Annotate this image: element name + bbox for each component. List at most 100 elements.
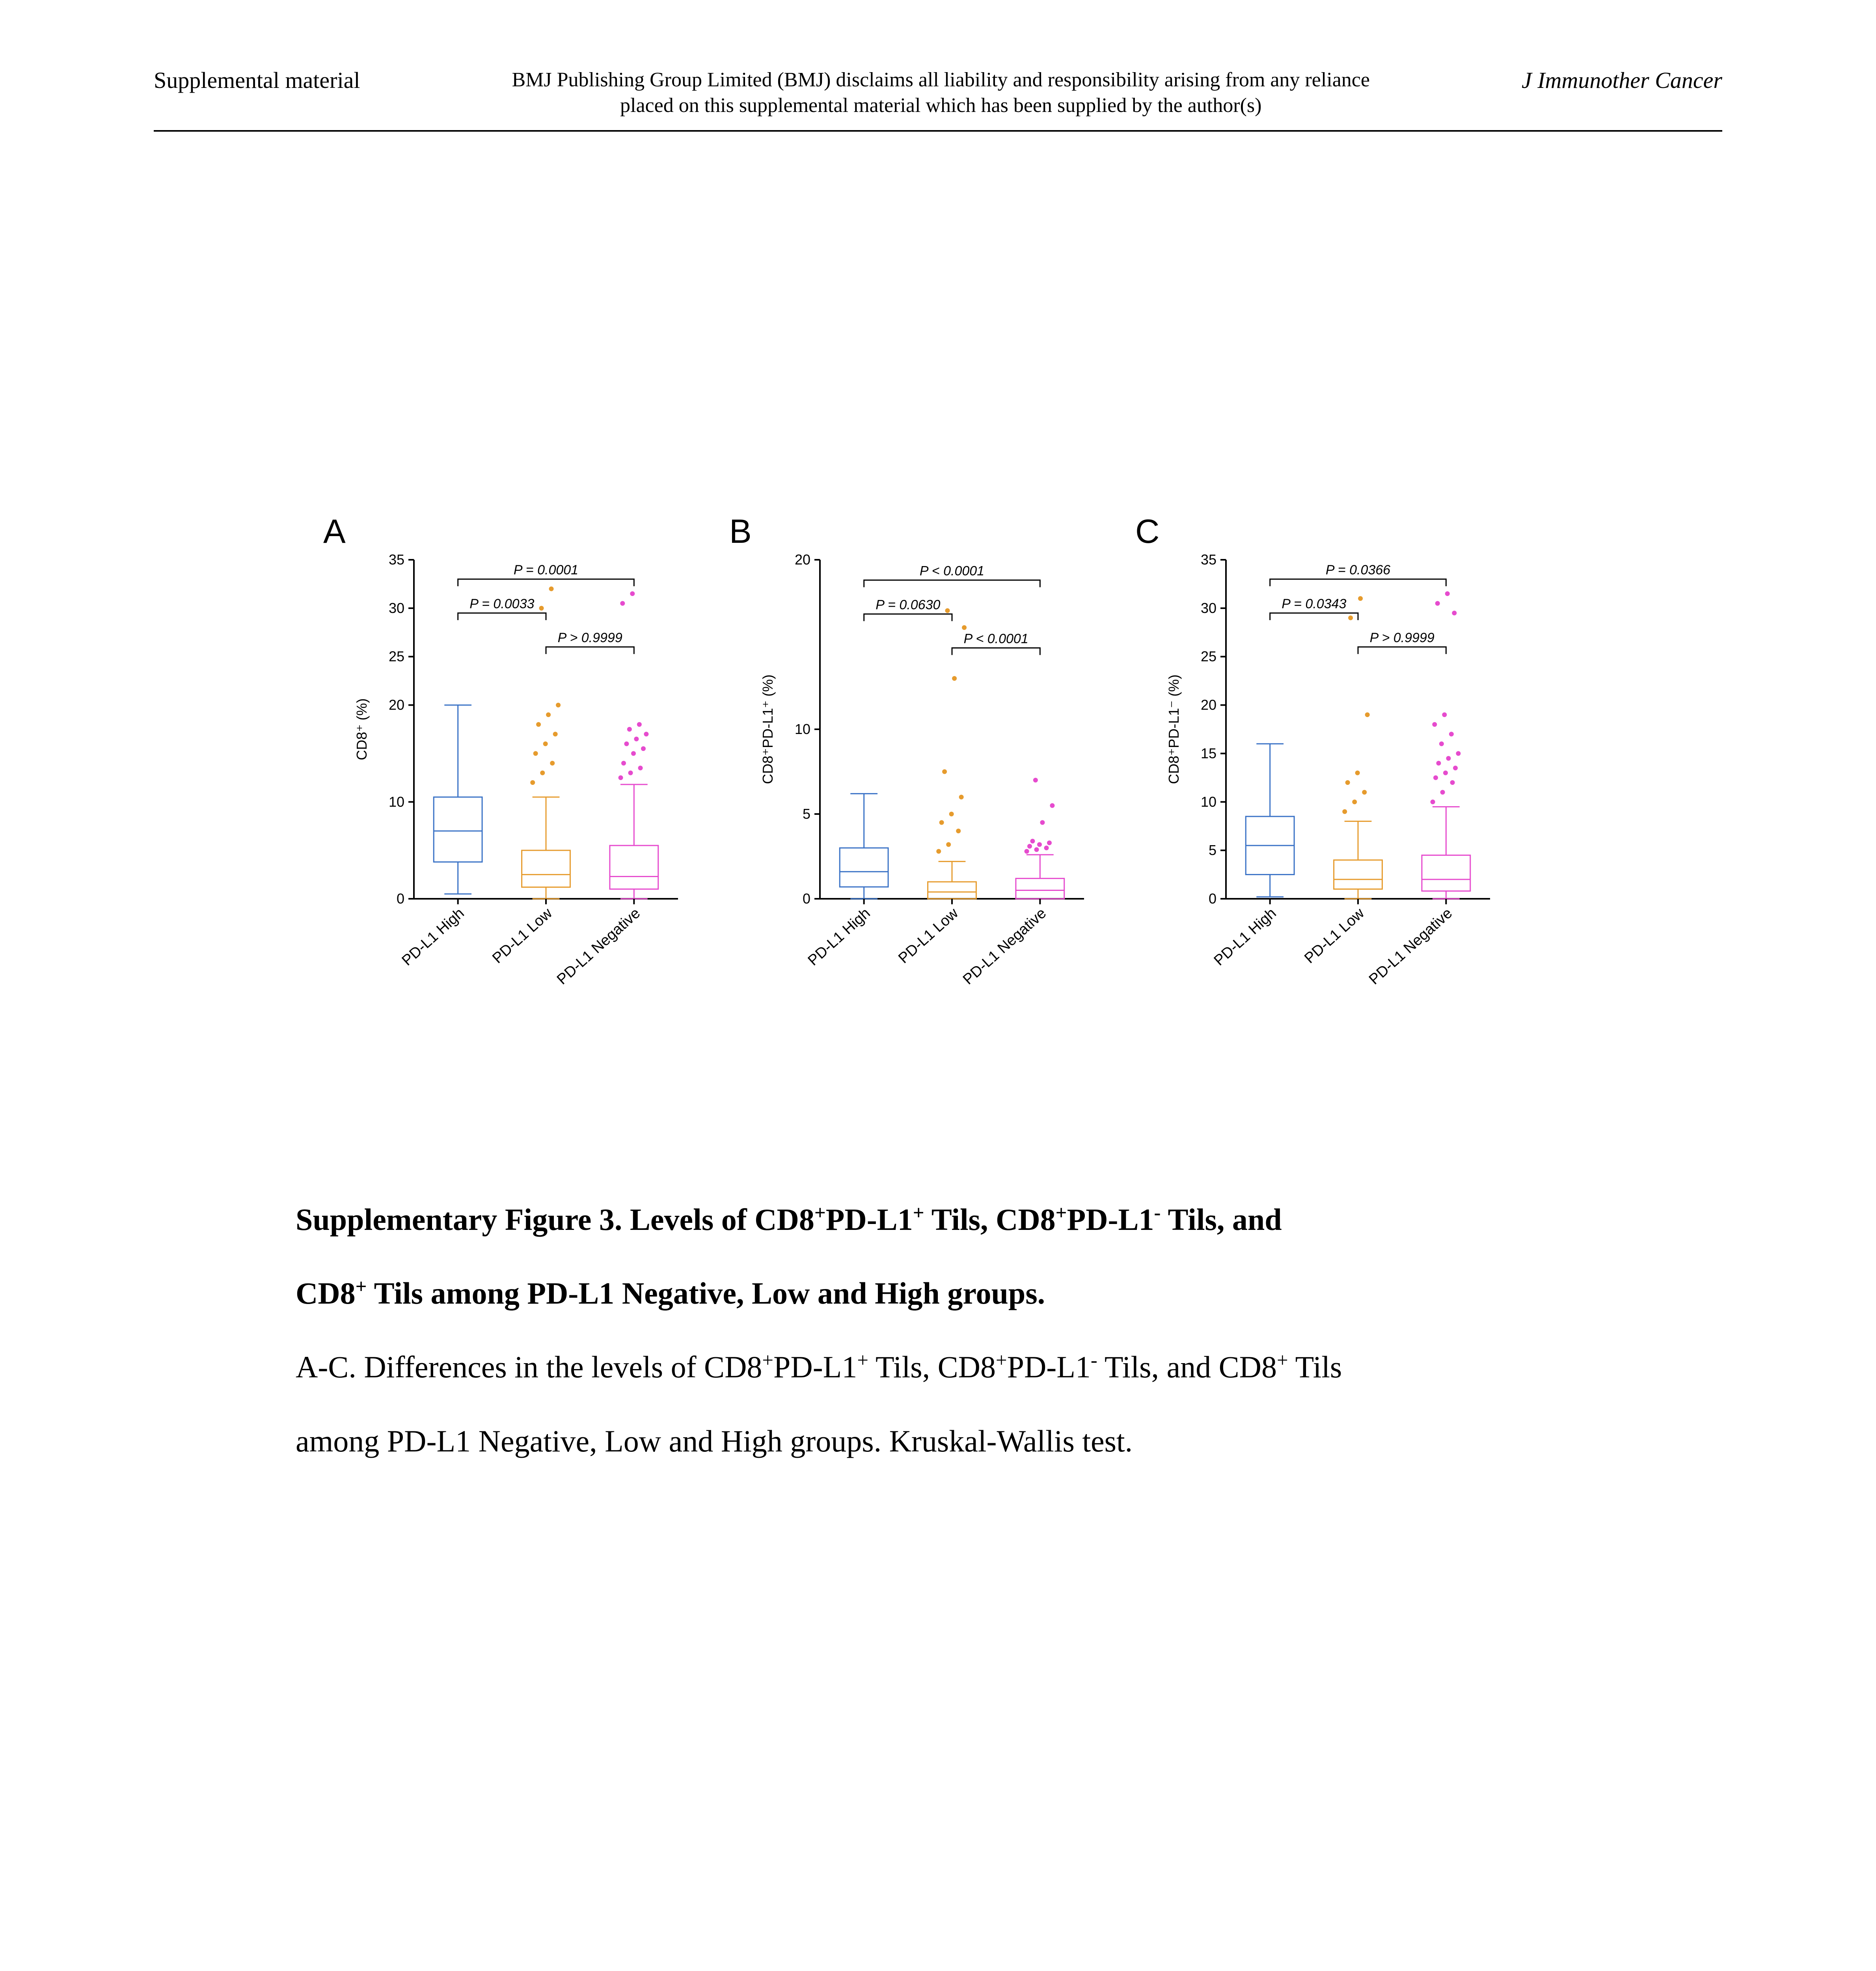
outlier-point	[641, 746, 646, 751]
y-tick-label: 10	[795, 721, 810, 737]
outlier-point	[939, 820, 944, 825]
chart-svg: 051020CD8⁺PD-L1⁺ (%)PD-L1 HighPD-L1 LowP…	[729, 512, 1100, 1084]
box	[522, 850, 570, 887]
pvalue-bracket	[458, 613, 546, 620]
panels-row: A01020253035CD8⁺ (%)PD-L1 HighPD-L1 LowP…	[323, 512, 1522, 1084]
caption-frag: Tils among PD-L1 Negative, Low and High …	[367, 1276, 1045, 1310]
caption-frag: A-C. Differences in the levels of CD8	[296, 1350, 762, 1384]
outlier-point	[638, 766, 643, 770]
chart-panel: C05101520253035CD8⁺PD-L1⁻ (%)PD-L1 HighP…	[1135, 512, 1506, 1084]
outlier-point	[1433, 775, 1438, 780]
pvalue-label: P = 0.0033	[469, 596, 534, 611]
pvalue-label: P < 0.0001	[920, 564, 984, 579]
caption-body-line1: A-C. Differences in the levels of CD8+PD…	[296, 1330, 1557, 1404]
outlier-point	[1449, 732, 1454, 736]
sup-minus: -	[1091, 1349, 1097, 1371]
y-tick-label: 0	[397, 890, 404, 907]
x-category-label: PD-L1 Negative	[960, 905, 1049, 988]
pvalue-label: P = 0.0343	[1282, 596, 1346, 611]
caption-frag: Tils, and	[1161, 1202, 1282, 1237]
x-category-label: PD-L1 High	[805, 905, 874, 969]
outlier-point	[1037, 842, 1042, 847]
outlier-point	[1436, 761, 1441, 766]
outlier-point	[1452, 611, 1457, 615]
outlier-point	[620, 601, 625, 606]
figure-caption: Supplementary Figure 3. Levels of CD8+PD…	[296, 1183, 1557, 1478]
pvalue-bracket	[546, 647, 634, 654]
caption-body-line2: among PD-L1 Negative, Low and High group…	[296, 1404, 1557, 1478]
header-rule	[154, 130, 1722, 132]
caption-frag: PD-L1	[826, 1202, 913, 1237]
outlier-point	[1348, 615, 1353, 620]
outlier-point	[949, 812, 954, 816]
pvalue-bracket	[864, 580, 1040, 587]
y-tick-label: 5	[1209, 842, 1217, 858]
x-category-label: PD-L1 High	[399, 905, 468, 969]
outlier-point	[956, 829, 961, 833]
x-category-label: PD-L1 Low	[1301, 905, 1367, 967]
x-category-label: PD-L1 High	[1211, 905, 1280, 969]
outlier-point	[952, 676, 957, 681]
outlier-point	[1440, 790, 1445, 795]
page: Supplemental material BMJ Publishing Gro…	[0, 0, 1876, 1971]
header-disclaimer: BMJ Publishing Group Limited (BMJ) discl…	[360, 67, 1522, 118]
box	[1016, 878, 1064, 899]
sup-plus: +	[913, 1202, 924, 1224]
outlier-point	[1044, 846, 1049, 850]
outlier-point	[1040, 820, 1045, 825]
box	[928, 882, 976, 899]
outlier-point	[621, 761, 626, 766]
sup-plus: +	[996, 1349, 1007, 1371]
sup-plus: +	[857, 1349, 868, 1371]
pvalue-label: P > 0.9999	[1370, 630, 1434, 645]
outlier-point	[634, 737, 639, 741]
outlier-point	[1362, 790, 1367, 795]
x-category-label: PD-L1 Low	[895, 905, 961, 967]
figure-area: A01020253035CD8⁺ (%)PD-L1 HighPD-L1 LowP…	[323, 512, 1522, 1104]
outlier-point	[942, 769, 947, 774]
outlier-point	[1025, 849, 1029, 854]
outlier-point	[627, 727, 632, 732]
outlier-point	[1453, 766, 1458, 770]
caption-title-line2: CD8+ Tils among PD-L1 Negative, Low and …	[296, 1256, 1557, 1330]
y-axis-label: CD8⁺PD-L1⁺ (%)	[760, 674, 776, 784]
outlier-point	[1439, 741, 1444, 746]
outlier-point	[1443, 771, 1448, 775]
outlier-point	[1435, 601, 1440, 606]
outlier-point	[1352, 799, 1357, 804]
chart-panel: B051020CD8⁺PD-L1⁺ (%)PD-L1 HighPD-L1 Low…	[729, 512, 1100, 1084]
outlier-point	[550, 761, 555, 766]
outlier-point	[962, 625, 967, 630]
pvalue-label: P < 0.0001	[964, 632, 1028, 646]
outlier-point	[540, 771, 545, 775]
outlier-point	[530, 780, 535, 785]
y-axis-label: CD8⁺ (%)	[354, 698, 370, 760]
y-tick-label: 10	[1201, 794, 1217, 810]
box	[1334, 860, 1382, 889]
outlier-point	[624, 741, 629, 746]
outlier-point	[644, 732, 648, 736]
sup-plus: +	[1277, 1349, 1288, 1371]
sup-plus: +	[356, 1275, 367, 1297]
pvalue-bracket	[458, 579, 634, 586]
box	[610, 846, 658, 889]
outlier-point	[1342, 809, 1347, 814]
caption-frag: Tils	[1288, 1350, 1342, 1384]
header-disclaimer-line2: placed on this supplemental material whi…	[360, 93, 1522, 118]
pvalue-label: P > 0.9999	[558, 630, 622, 645]
caption-frag: PD-L1	[1067, 1202, 1154, 1237]
pvalue-label: P = 0.0630	[876, 598, 940, 613]
pvalue-bracket	[952, 648, 1040, 655]
header-left: Supplemental material	[154, 67, 360, 93]
y-tick-label: 20	[795, 551, 810, 568]
outlier-point	[1442, 712, 1447, 717]
chart-svg: 01020253035CD8⁺ (%)PD-L1 HighPD-L1 LowPD…	[323, 512, 694, 1084]
caption-frag: Supplementary Figure 3. Levels of CD8	[296, 1202, 814, 1237]
y-tick-label: 20	[389, 697, 404, 713]
box	[434, 797, 482, 862]
outlier-point	[1033, 778, 1038, 782]
y-tick-label: 10	[389, 794, 404, 810]
caption-frag: Tils, and CD8	[1097, 1350, 1277, 1384]
y-tick-label: 25	[389, 648, 404, 665]
y-tick-label: 25	[1201, 648, 1217, 665]
